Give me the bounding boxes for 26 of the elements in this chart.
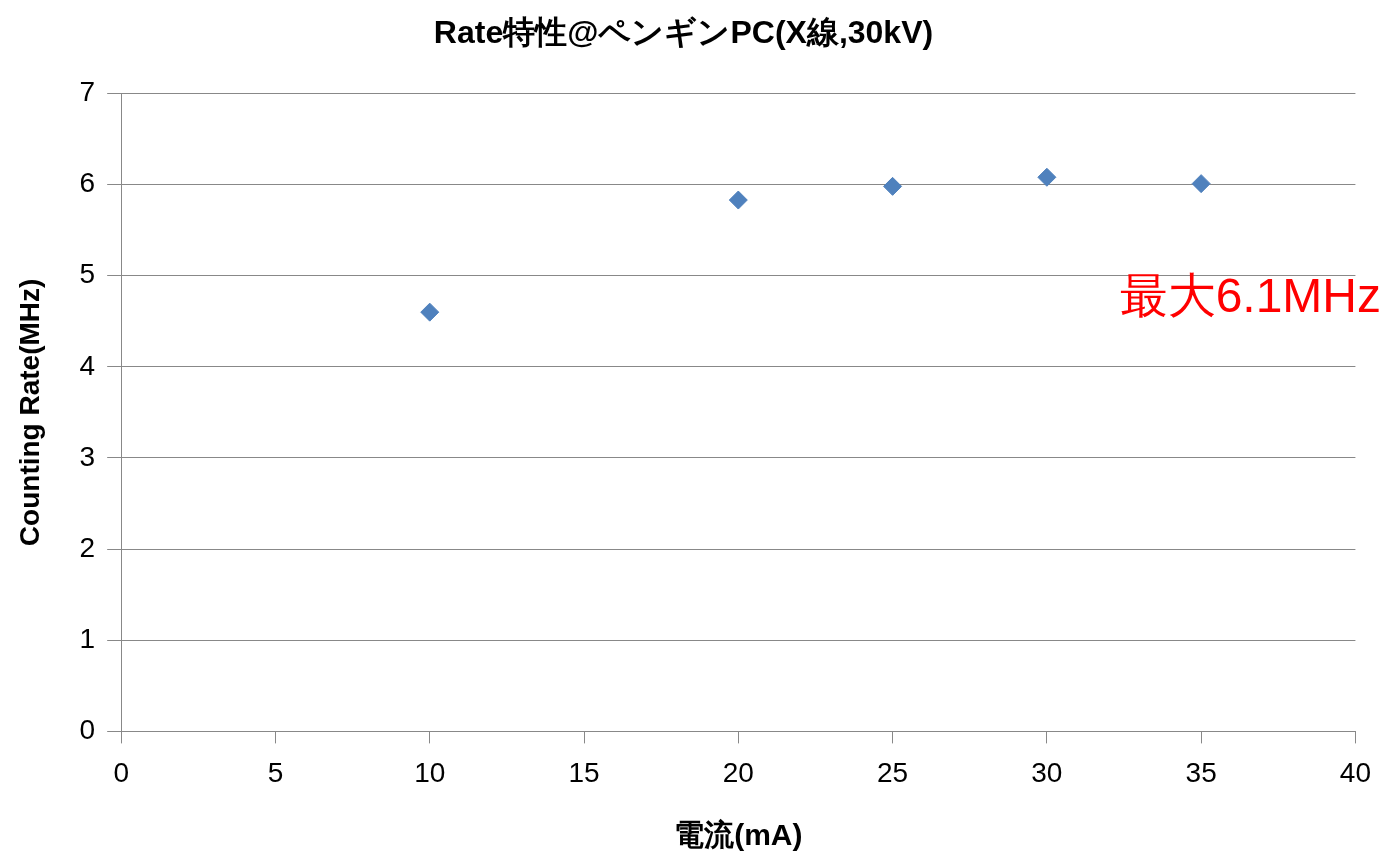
x-tick-label: 40 bbox=[1339, 756, 1372, 788]
point bbox=[883, 176, 903, 196]
x-tick-label: 35 bbox=[1185, 756, 1217, 788]
point bbox=[1037, 167, 1057, 187]
x-axis-title: 電流(mA) bbox=[674, 818, 803, 852]
y-tick-label: 7 bbox=[79, 76, 96, 108]
x-tick-label: 30 bbox=[1031, 756, 1063, 788]
x-tick-label: 0 bbox=[113, 756, 129, 788]
point bbox=[728, 190, 748, 210]
y-tick-label: 2 bbox=[79, 531, 96, 563]
x-tick-label: 25 bbox=[877, 756, 909, 788]
x-tick-label: 20 bbox=[722, 756, 754, 788]
point bbox=[420, 302, 440, 322]
y-tick-label: 0 bbox=[79, 714, 96, 746]
y-tick-label: 6 bbox=[79, 167, 96, 199]
y-axis-title: Counting Rate(MHz) bbox=[13, 278, 45, 547]
point bbox=[1191, 174, 1211, 194]
y-tick-label: 4 bbox=[79, 349, 96, 381]
x-tick-label: 5 bbox=[267, 756, 284, 788]
x-tick-label: 15 bbox=[568, 756, 600, 788]
chart-title: Rate特性@ペンギンPC(X線,30kV) bbox=[433, 14, 934, 51]
y-tick-label: 5 bbox=[79, 258, 96, 290]
annotation: 最大6.1MHz bbox=[1119, 268, 1381, 322]
y-tick-label: 1 bbox=[79, 622, 96, 654]
y-tick-label: 3 bbox=[79, 440, 96, 472]
x-tick-label: 10 bbox=[414, 756, 446, 788]
